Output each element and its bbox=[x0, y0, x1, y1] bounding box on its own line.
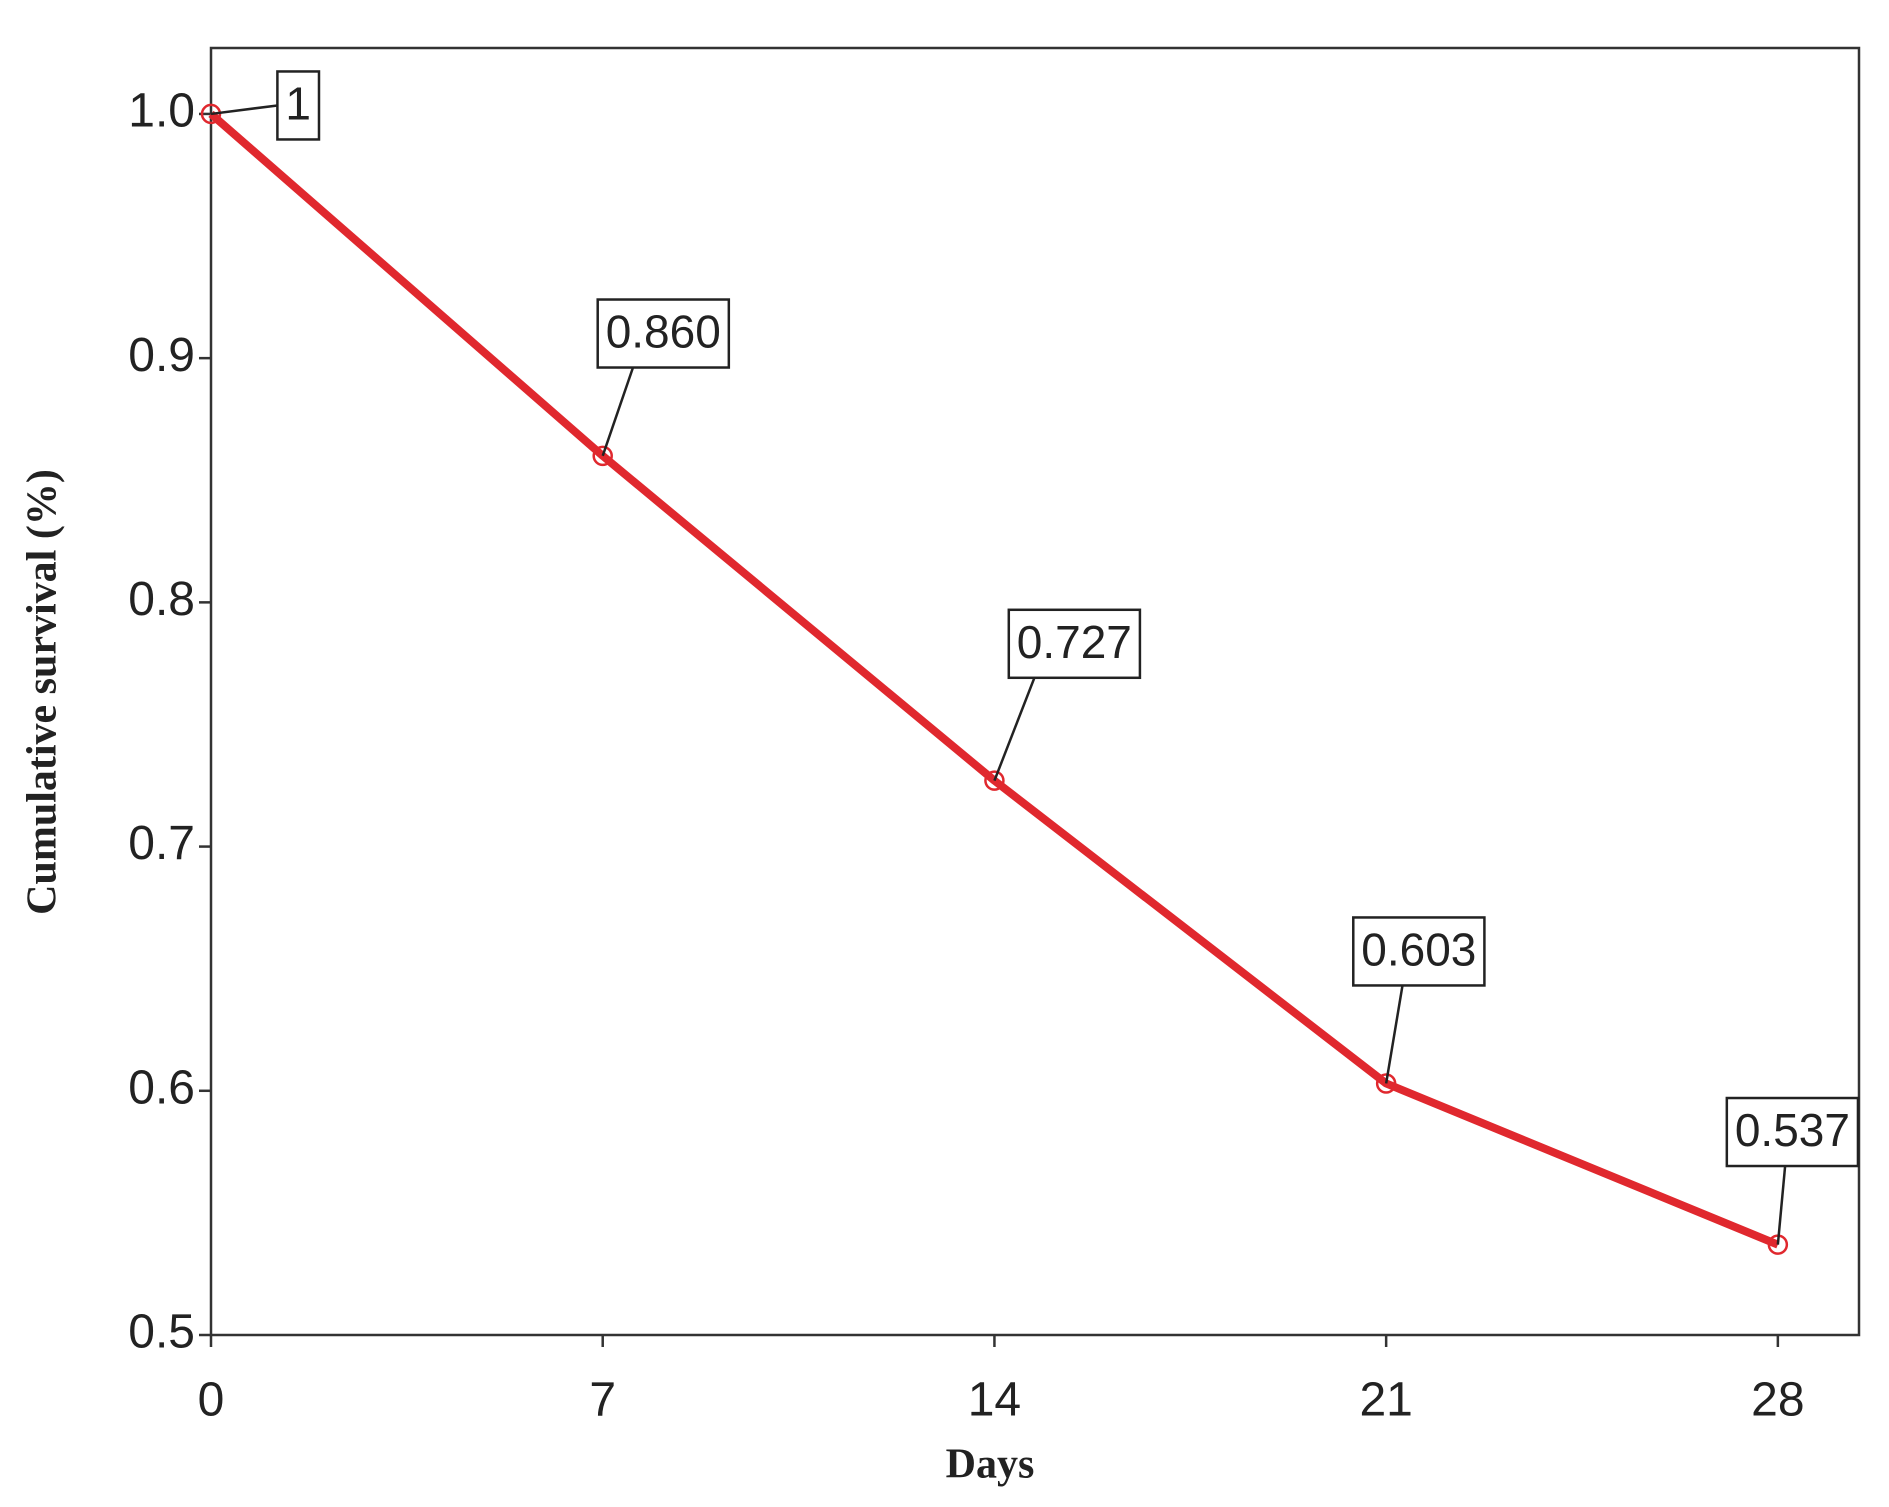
point-marker bbox=[592, 445, 613, 467]
y-tick-label: 0.6 bbox=[128, 1061, 195, 1114]
value-label: 0.727 bbox=[1017, 616, 1132, 668]
leader-line bbox=[210, 104, 278, 116]
value-label: 1 bbox=[285, 78, 311, 130]
x-axis-title: Days bbox=[946, 1442, 1035, 1488]
y-tick-label: 0.7 bbox=[128, 817, 195, 870]
leader-line bbox=[1776, 1165, 1787, 1245]
value-label: 0.860 bbox=[606, 306, 721, 358]
leader-line bbox=[993, 677, 1036, 782]
value-label: 0.537 bbox=[1735, 1104, 1850, 1156]
point-marker bbox=[984, 770, 1005, 791]
x-tick-label: 28 bbox=[1751, 1374, 1804, 1427]
x-tick-label: 7 bbox=[589, 1374, 616, 1427]
leader-line bbox=[1384, 985, 1404, 1084]
y-tick-label: 0.9 bbox=[128, 329, 195, 382]
value-label-box bbox=[1725, 1096, 1860, 1168]
plot-frame bbox=[209, 46, 1861, 1337]
x-tick-label: 0 bbox=[198, 1374, 225, 1427]
value-label-box bbox=[276, 70, 321, 141]
value-label-box bbox=[1352, 916, 1486, 987]
y-tick-label: 1.0 bbox=[128, 85, 195, 138]
series-line bbox=[208, 110, 1780, 1249]
value-label: 0.603 bbox=[1361, 924, 1476, 976]
y-tick-label: 0.8 bbox=[128, 573, 195, 626]
value-label-box bbox=[1007, 608, 1142, 680]
value-label-box bbox=[596, 298, 731, 369]
y-axis-title: Cumulative survival (%) bbox=[20, 469, 66, 915]
y-tick-label: 0.5 bbox=[128, 1306, 195, 1359]
x-tick-label: 21 bbox=[1359, 1374, 1412, 1427]
point-marker bbox=[1375, 1073, 1397, 1094]
x-tick-label: 14 bbox=[968, 1374, 1021, 1427]
leader-line bbox=[601, 367, 635, 457]
